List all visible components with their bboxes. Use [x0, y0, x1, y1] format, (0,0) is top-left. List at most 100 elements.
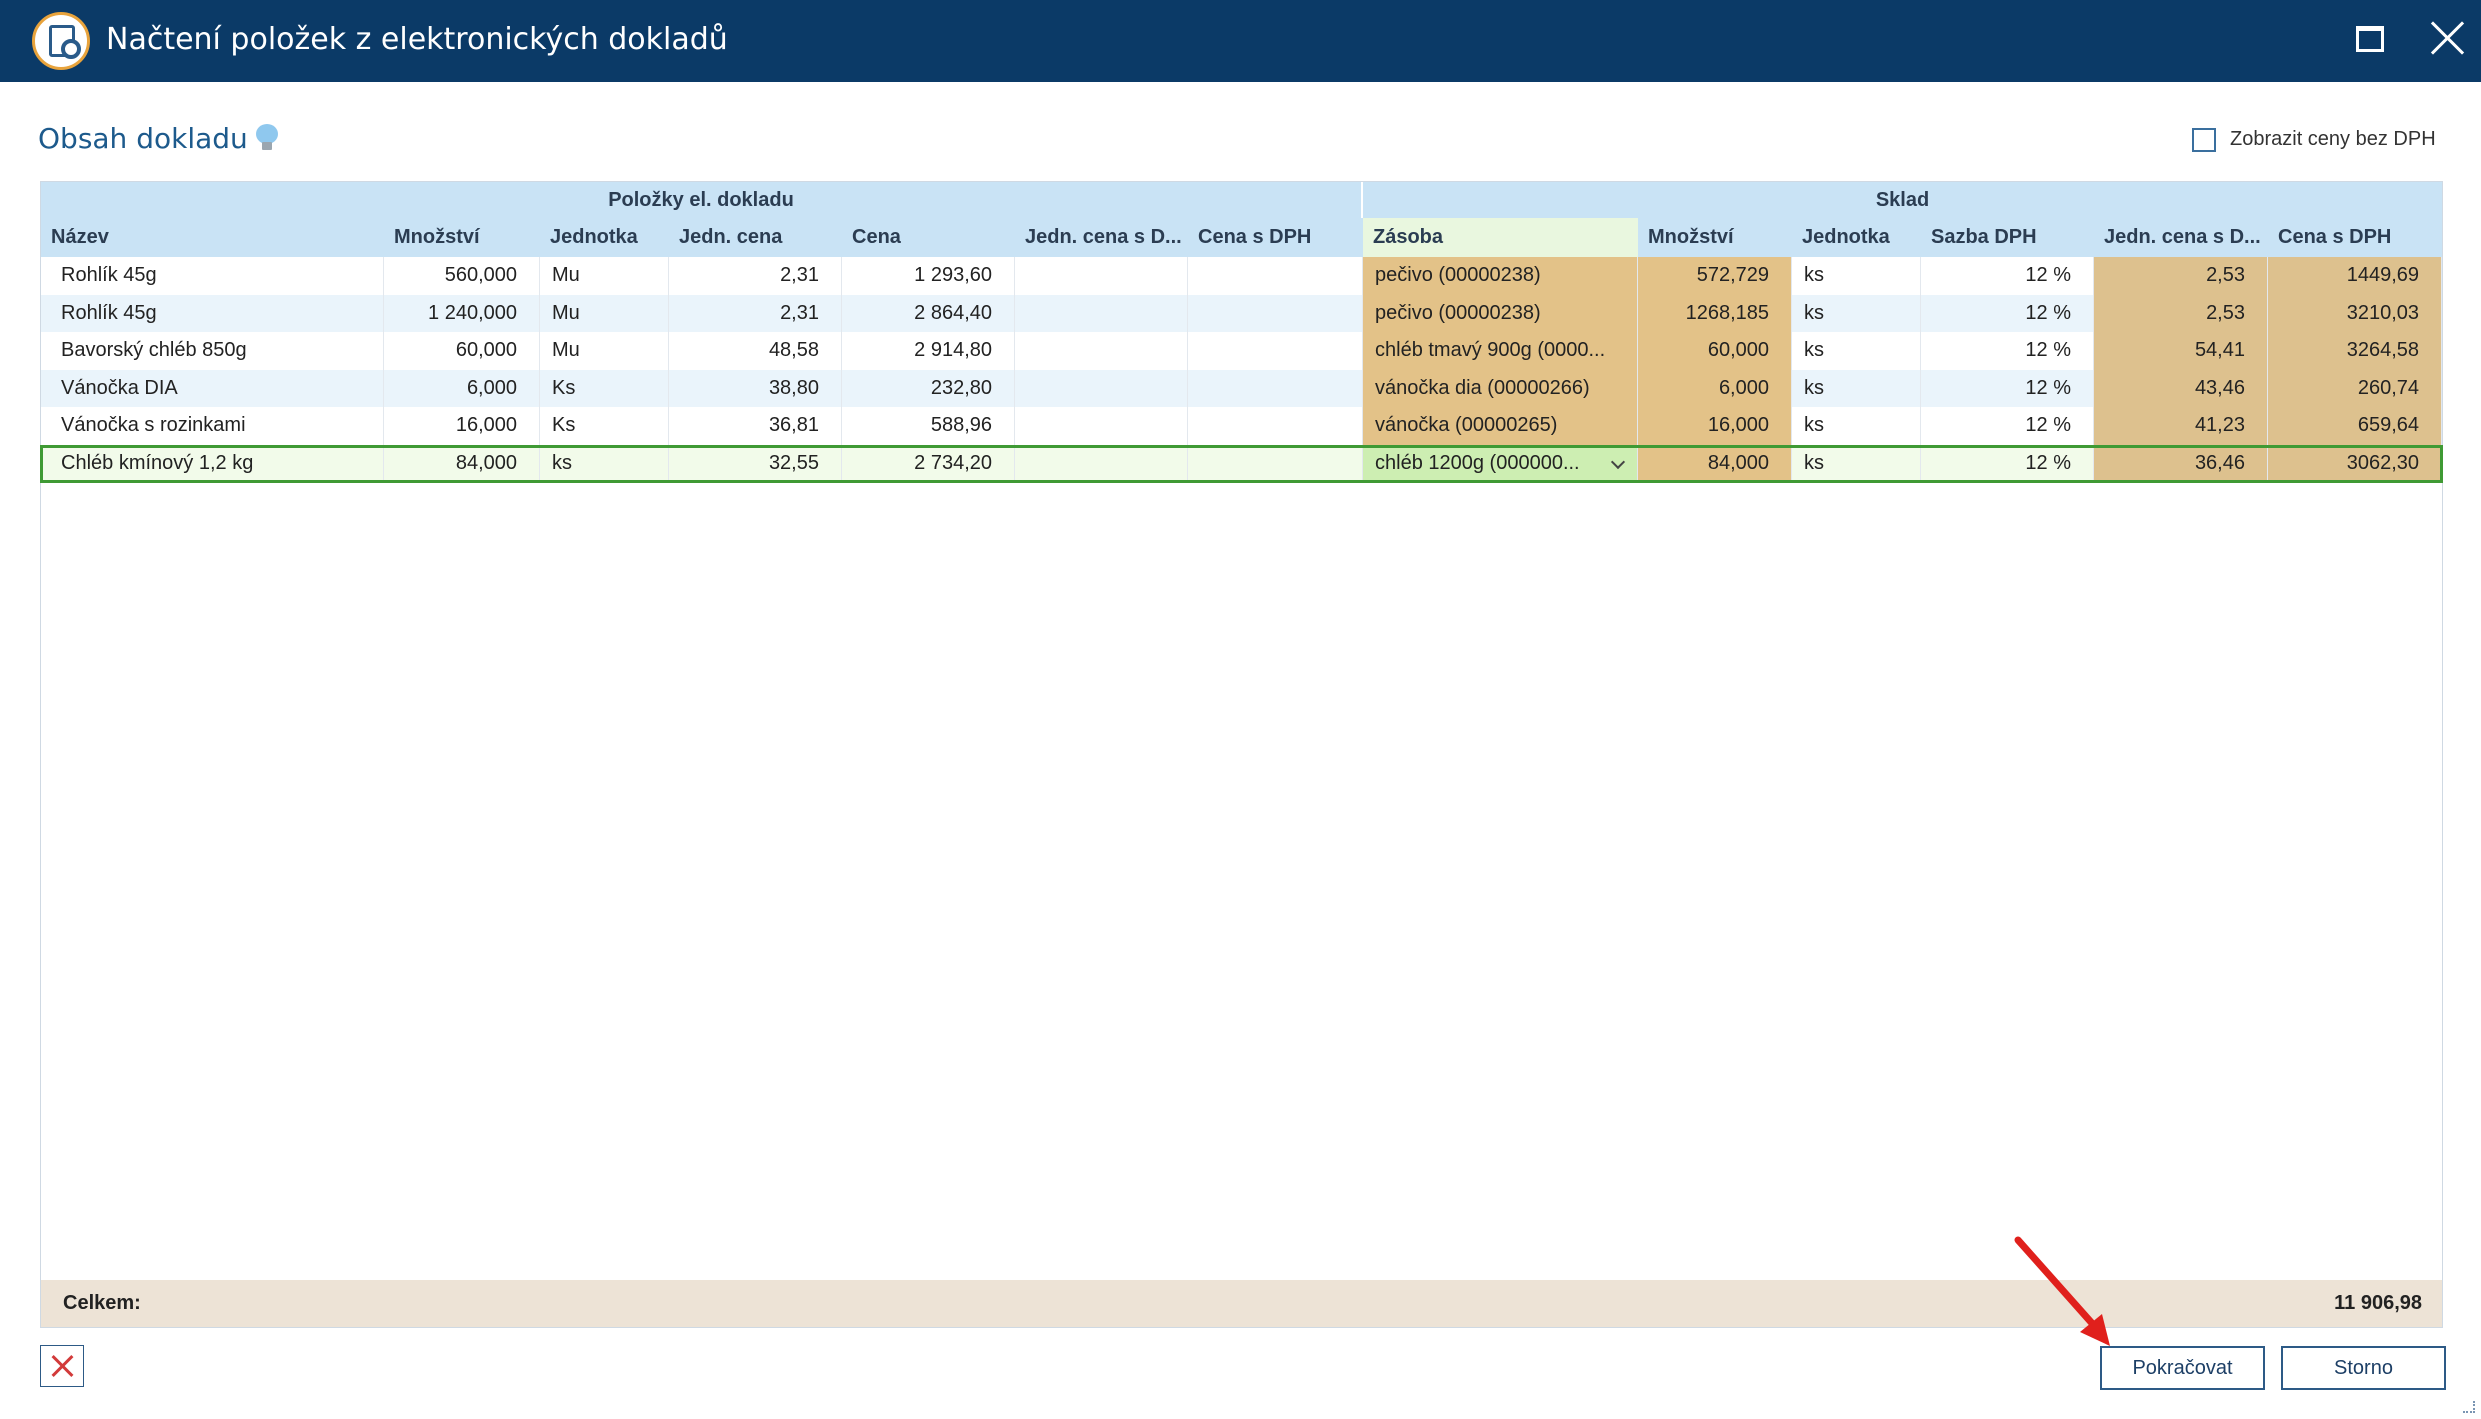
cell-sazba-dph[interactable]: 12 % [1921, 444, 2094, 482]
col-header-mnozstvi[interactable]: Množství [384, 218, 540, 257]
cell-jedn-cena-s-dph[interactable] [1015, 369, 1188, 407]
cell-zasoba[interactable]: pečivo (00000238) [1363, 257, 1638, 295]
cancel-button[interactable]: Storno [2281, 1346, 2446, 1390]
cell-sklad-cena-s-dph[interactable]: 1449,69 [2268, 257, 2442, 295]
show-prices-without-vat-label[interactable]: Zobrazit ceny bez DPH [2230, 128, 2436, 150]
cell-cena[interactable]: 2 734,20 [842, 444, 1015, 482]
lightbulb-icon[interactable] [256, 124, 278, 150]
col-header-sklad-cena-s-dph[interactable]: Cena s DPH [2268, 218, 2442, 257]
col-header-cena-s-dph[interactable]: Cena s DPH [1188, 218, 1363, 257]
cell-sklad-mnozstvi[interactable]: 84,000 [1638, 444, 1792, 482]
cell-sazba-dph[interactable]: 12 % [1921, 407, 2094, 445]
col-header-sklad-jedn-cena-s-dph[interactable]: Jedn. cena s D... [2094, 218, 2268, 257]
table-row[interactable]: Bavorský chléb 850g 60,000 Mu 48,58 2 91… [41, 332, 2442, 370]
cell-nazev[interactable]: Vánočka s rozinkami [41, 407, 384, 445]
cell-jedn-cena[interactable]: 38,80 [669, 369, 842, 407]
cell-cena-s-dph[interactable] [1188, 257, 1363, 295]
cell-cena[interactable]: 2 864,40 [842, 294, 1015, 332]
cell-cena[interactable]: 588,96 [842, 407, 1015, 445]
col-header-sklad-jednotka[interactable]: Jednotka [1792, 218, 1921, 257]
cell-nazev[interactable]: Vánočka DIA [41, 369, 384, 407]
cell-sazba-dph[interactable]: 12 % [1921, 369, 2094, 407]
cell-sklad-cena-s-dph[interactable]: 659,64 [2268, 407, 2442, 445]
col-header-cena[interactable]: Cena [842, 218, 1015, 257]
cell-jednotka[interactable]: Mu [540, 294, 669, 332]
cell-mnozstvi[interactable]: 84,000 [384, 444, 540, 482]
cell-cena-s-dph[interactable] [1188, 407, 1363, 445]
cell-sazba-dph[interactable]: 12 % [1921, 257, 2094, 295]
cell-sklad-cena-s-dph[interactable]: 3210,03 [2268, 294, 2442, 332]
cell-nazev[interactable]: Rohlík 45g [41, 294, 384, 332]
cell-jedn-cena[interactable]: 48,58 [669, 332, 842, 370]
cell-sklad-jedn-cena-s-dph[interactable]: 43,46 [2094, 369, 2268, 407]
col-header-sazba-dph[interactable]: Sazba DPH [1921, 218, 2094, 257]
cell-cena[interactable]: 1 293,60 [842, 257, 1015, 295]
cell-sklad-jednotka[interactable]: ks [1792, 294, 1921, 332]
cell-mnozstvi[interactable]: 16,000 [384, 407, 540, 445]
cell-cena[interactable]: 2 914,80 [842, 332, 1015, 370]
cell-sklad-jednotka[interactable]: ks [1792, 407, 1921, 445]
cell-sklad-mnozstvi[interactable]: 16,000 [1638, 407, 1792, 445]
table-row[interactable]: Rohlík 45g 1 240,000 Mu 2,31 2 864,40 pe… [41, 294, 2442, 332]
cell-nazev[interactable]: Bavorský chléb 850g [41, 332, 384, 370]
cell-nazev[interactable]: Rohlík 45g [41, 257, 384, 295]
cell-cena-s-dph[interactable] [1188, 294, 1363, 332]
cell-sklad-cena-s-dph[interactable]: 3264,58 [2268, 332, 2442, 370]
show-prices-without-vat-checkbox[interactable] [2192, 128, 2216, 152]
cell-sklad-jedn-cena-s-dph[interactable]: 41,23 [2094, 407, 2268, 445]
cell-sklad-jedn-cena-s-dph[interactable]: 36,46 [2094, 444, 2268, 482]
table-row[interactable]: Vánočka s rozinkami 16,000 Ks 36,81 588,… [41, 407, 2442, 445]
cell-jedn-cena-s-dph[interactable] [1015, 444, 1188, 482]
cell-jedn-cena[interactable]: 36,81 [669, 407, 842, 445]
continue-button[interactable]: Pokračovat [2100, 1346, 2265, 1390]
cell-jedn-cena-s-dph[interactable] [1015, 407, 1188, 445]
cell-zasoba[interactable]: vánočka dia (00000266) [1363, 369, 1638, 407]
cell-nazev[interactable]: Chléb kmínový 1,2 kg [41, 444, 384, 482]
cell-sklad-jedn-cena-s-dph[interactable]: 54,41 [2094, 332, 2268, 370]
cell-sklad-jednotka[interactable]: ks [1792, 257, 1921, 295]
items-grid[interactable]: Položky el. dokladu Sklad Název Množství… [40, 181, 2443, 1328]
cell-sklad-jednotka[interactable]: ks [1792, 444, 1921, 482]
cell-sklad-jednotka[interactable]: ks [1792, 332, 1921, 370]
cell-sazba-dph[interactable]: 12 % [1921, 294, 2094, 332]
table-row-selected[interactable]: Chléb kmínový 1,2 kg 84,000 ks 32,55 2 7… [40, 444, 2443, 483]
cell-sklad-mnozstvi[interactable]: 60,000 [1638, 332, 1792, 370]
resize-grip-icon[interactable] [2463, 1401, 2475, 1413]
maximize-icon[interactable] [2356, 26, 2384, 52]
cell-jedn-cena[interactable]: 2,31 [669, 294, 842, 332]
cell-jedn-cena-s-dph[interactable] [1015, 294, 1188, 332]
cell-sklad-jednotka[interactable]: ks [1792, 369, 1921, 407]
zasoba-dropdown[interactable]: chléb 1200g (000000... [1363, 444, 1638, 482]
cell-sklad-mnozstvi[interactable]: 1268,185 [1638, 294, 1792, 332]
cell-cena-s-dph[interactable] [1188, 444, 1363, 482]
cell-zasoba[interactable]: chléb tmavý 900g (0000... [1363, 332, 1638, 370]
table-row[interactable]: Vánočka DIA 6,000 Ks 38,80 232,80 vánočk… [41, 369, 2442, 407]
cell-mnozstvi[interactable]: 6,000 [384, 369, 540, 407]
close-icon[interactable] [2428, 18, 2468, 58]
col-header-jedn-cena-s-dph[interactable]: Jedn. cena s D... [1015, 218, 1188, 257]
cell-zasoba[interactable]: pečivo (00000238) [1363, 294, 1638, 332]
cell-sklad-mnozstvi[interactable]: 6,000 [1638, 369, 1792, 407]
cell-zasoba[interactable]: vánočka (00000265) [1363, 407, 1638, 445]
col-header-sklad-mnozstvi[interactable]: Množství [1638, 218, 1792, 257]
cell-sklad-cena-s-dph[interactable]: 260,74 [2268, 369, 2442, 407]
col-header-jedn-cena[interactable]: Jedn. cena [669, 218, 842, 257]
cell-cena-s-dph[interactable] [1188, 369, 1363, 407]
chevron-down-icon[interactable] [1610, 454, 1626, 469]
cell-mnozstvi[interactable]: 1 240,000 [384, 294, 540, 332]
cell-jedn-cena-s-dph[interactable] [1015, 257, 1188, 295]
cell-sklad-jedn-cena-s-dph[interactable]: 2,53 [2094, 294, 2268, 332]
cell-jednotka[interactable]: Mu [540, 332, 669, 370]
cell-jedn-cena-s-dph[interactable] [1015, 332, 1188, 370]
cell-jednotka[interactable]: Mu [540, 257, 669, 295]
cell-sklad-cena-s-dph[interactable]: 3062,30 [2268, 444, 2442, 482]
cell-jednotka[interactable]: ks [540, 444, 669, 482]
cell-cena-s-dph[interactable] [1188, 332, 1363, 370]
cell-cena[interactable]: 232,80 [842, 369, 1015, 407]
red-x-icon[interactable] [40, 1345, 84, 1387]
col-header-jednotka[interactable]: Jednotka [540, 218, 669, 257]
cell-jednotka[interactable]: Ks [540, 407, 669, 445]
col-header-zasoba[interactable]: Zásoba [1363, 218, 1638, 257]
cell-sklad-jedn-cena-s-dph[interactable]: 2,53 [2094, 257, 2268, 295]
cell-mnozstvi[interactable]: 560,000 [384, 257, 540, 295]
